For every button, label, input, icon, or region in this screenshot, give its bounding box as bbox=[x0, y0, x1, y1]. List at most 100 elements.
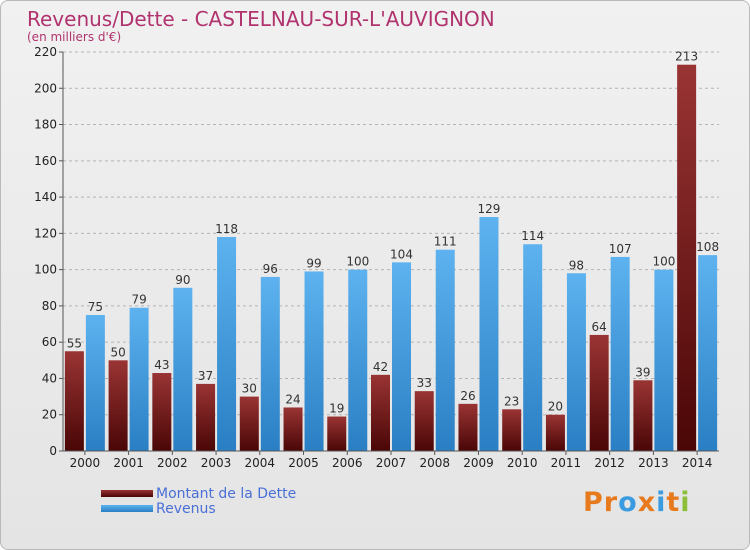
bar-debt bbox=[283, 407, 303, 451]
data-label-revenus: 129 bbox=[478, 202, 501, 216]
proxiti-logo: Proxiti bbox=[583, 487, 691, 518]
bar-revenus bbox=[304, 271, 324, 451]
x-tick-label: 2014 bbox=[682, 456, 713, 470]
x-tick-label: 2010 bbox=[507, 456, 538, 470]
data-label-debt: 26 bbox=[460, 389, 475, 403]
bar-debt bbox=[589, 334, 609, 451]
bar-revenus bbox=[698, 255, 718, 451]
logo-letter: o bbox=[618, 487, 638, 518]
bar-debt bbox=[152, 373, 172, 451]
x-tick-label: 2013 bbox=[638, 456, 669, 470]
bar-revenus bbox=[348, 269, 368, 451]
bar-debt bbox=[677, 64, 697, 452]
bar-revenus bbox=[654, 269, 674, 451]
y-tick-label: 220 bbox=[34, 45, 57, 59]
x-tick-label: 2007 bbox=[376, 456, 407, 470]
data-label-revenus: 118 bbox=[215, 222, 238, 236]
data-label-debt: 43 bbox=[154, 358, 169, 372]
data-label-revenus: 75 bbox=[88, 300, 103, 314]
logo-letter: i bbox=[680, 487, 691, 518]
data-label-debt: 55 bbox=[67, 336, 82, 350]
data-label-revenus: 98 bbox=[569, 258, 584, 272]
data-label-debt: 20 bbox=[548, 400, 563, 414]
y-tick-label: 120 bbox=[34, 226, 57, 240]
data-label-revenus: 111 bbox=[434, 235, 457, 249]
bar-debt bbox=[414, 391, 434, 451]
y-tick-label: 200 bbox=[34, 81, 57, 95]
bar-debt bbox=[458, 403, 478, 451]
data-label-revenus: 99 bbox=[306, 256, 321, 270]
grid-layer bbox=[63, 51, 719, 416]
data-label-revenus: 100 bbox=[652, 255, 675, 269]
x-tick-label: 2012 bbox=[594, 456, 625, 470]
data-label-debt: 33 bbox=[417, 376, 432, 390]
y-tick-label: 80 bbox=[42, 299, 57, 313]
y-tick-label: 20 bbox=[42, 408, 57, 422]
bar-debt bbox=[108, 360, 128, 451]
bar-revenus bbox=[523, 244, 543, 451]
y-tick-label: 160 bbox=[34, 154, 57, 168]
data-label-revenus: 107 bbox=[609, 242, 632, 256]
bar-revenus bbox=[85, 314, 105, 451]
x-tick-label: 2009 bbox=[463, 456, 494, 470]
data-label-revenus: 104 bbox=[390, 247, 413, 261]
legend-label-debt: Montant de la Dette bbox=[156, 486, 297, 502]
bar-debt bbox=[545, 414, 565, 451]
logo-letter: i bbox=[656, 487, 667, 518]
x-tick-label: 2000 bbox=[70, 456, 101, 470]
bars-layer bbox=[64, 64, 718, 452]
data-label-revenus: 114 bbox=[521, 229, 544, 243]
data-label-revenus: 100 bbox=[346, 255, 369, 269]
bar-revenus bbox=[435, 249, 455, 451]
y-tick-label: 140 bbox=[34, 190, 57, 204]
data-label-debt: 42 bbox=[373, 360, 388, 374]
logo-letter: r bbox=[603, 487, 619, 518]
bar-chart: 55 75 50 79 43 90 37 118 30 96 24 99 19 100 42 104 33 111… bbox=[34, 45, 719, 470]
legend-swatch-revenus bbox=[101, 505, 153, 512]
x-tick-label: 2005 bbox=[288, 456, 319, 470]
data-label-debt: 30 bbox=[242, 382, 257, 396]
y-tick-label: 100 bbox=[34, 263, 57, 277]
data-label-revenus: 79 bbox=[131, 293, 146, 307]
logo-letter: P bbox=[583, 487, 604, 518]
chart-subtitle: (en milliers d'€) bbox=[27, 30, 122, 44]
bar-debt bbox=[64, 351, 84, 451]
data-label-debt: 24 bbox=[285, 392, 300, 406]
bar-debt bbox=[196, 383, 216, 451]
data-label-debt: 23 bbox=[504, 394, 519, 408]
logo-letter: t bbox=[666, 487, 681, 518]
x-tick-label: 2006 bbox=[332, 456, 363, 470]
x-tick-label: 2008 bbox=[419, 456, 450, 470]
bar-debt bbox=[327, 416, 347, 451]
bar-revenus bbox=[217, 236, 237, 451]
x-tick-label: 2001 bbox=[113, 456, 144, 470]
data-label-debt: 19 bbox=[329, 402, 344, 416]
data-label-debt: 64 bbox=[592, 320, 607, 334]
data-label-debt: 39 bbox=[635, 365, 650, 379]
bar-revenus bbox=[479, 217, 499, 451]
bar-debt bbox=[371, 374, 390, 451]
bar-revenus bbox=[173, 287, 193, 451]
y-tick-label: 40 bbox=[42, 371, 57, 385]
legend-label-revenus: Revenus bbox=[156, 501, 216, 517]
data-label-revenus: 96 bbox=[263, 262, 278, 276]
data-label-revenus: 108 bbox=[696, 240, 719, 254]
y-tick-label: 180 bbox=[34, 118, 57, 132]
x-tick-label: 2002 bbox=[157, 456, 188, 470]
labels-layer: 55 75 50 79 43 90 37 118 30 96 24 99 19 100 42 104 33 111… bbox=[67, 50, 719, 416]
logo-letter: x bbox=[637, 487, 657, 518]
bar-revenus bbox=[566, 273, 586, 451]
data-label-debt: 50 bbox=[110, 345, 125, 359]
x-tick-label: 2003 bbox=[201, 456, 232, 470]
bar-revenus bbox=[392, 262, 411, 451]
data-label-debt: 213 bbox=[675, 50, 698, 64]
bar-revenus bbox=[610, 256, 630, 451]
y-tick-label: 60 bbox=[42, 335, 57, 349]
legend-swatch-debt bbox=[101, 490, 153, 497]
bar-debt bbox=[502, 409, 522, 451]
x-tick-label: 2004 bbox=[245, 456, 276, 470]
x-tick-label: 2011 bbox=[551, 456, 582, 470]
bar-debt bbox=[633, 380, 653, 451]
